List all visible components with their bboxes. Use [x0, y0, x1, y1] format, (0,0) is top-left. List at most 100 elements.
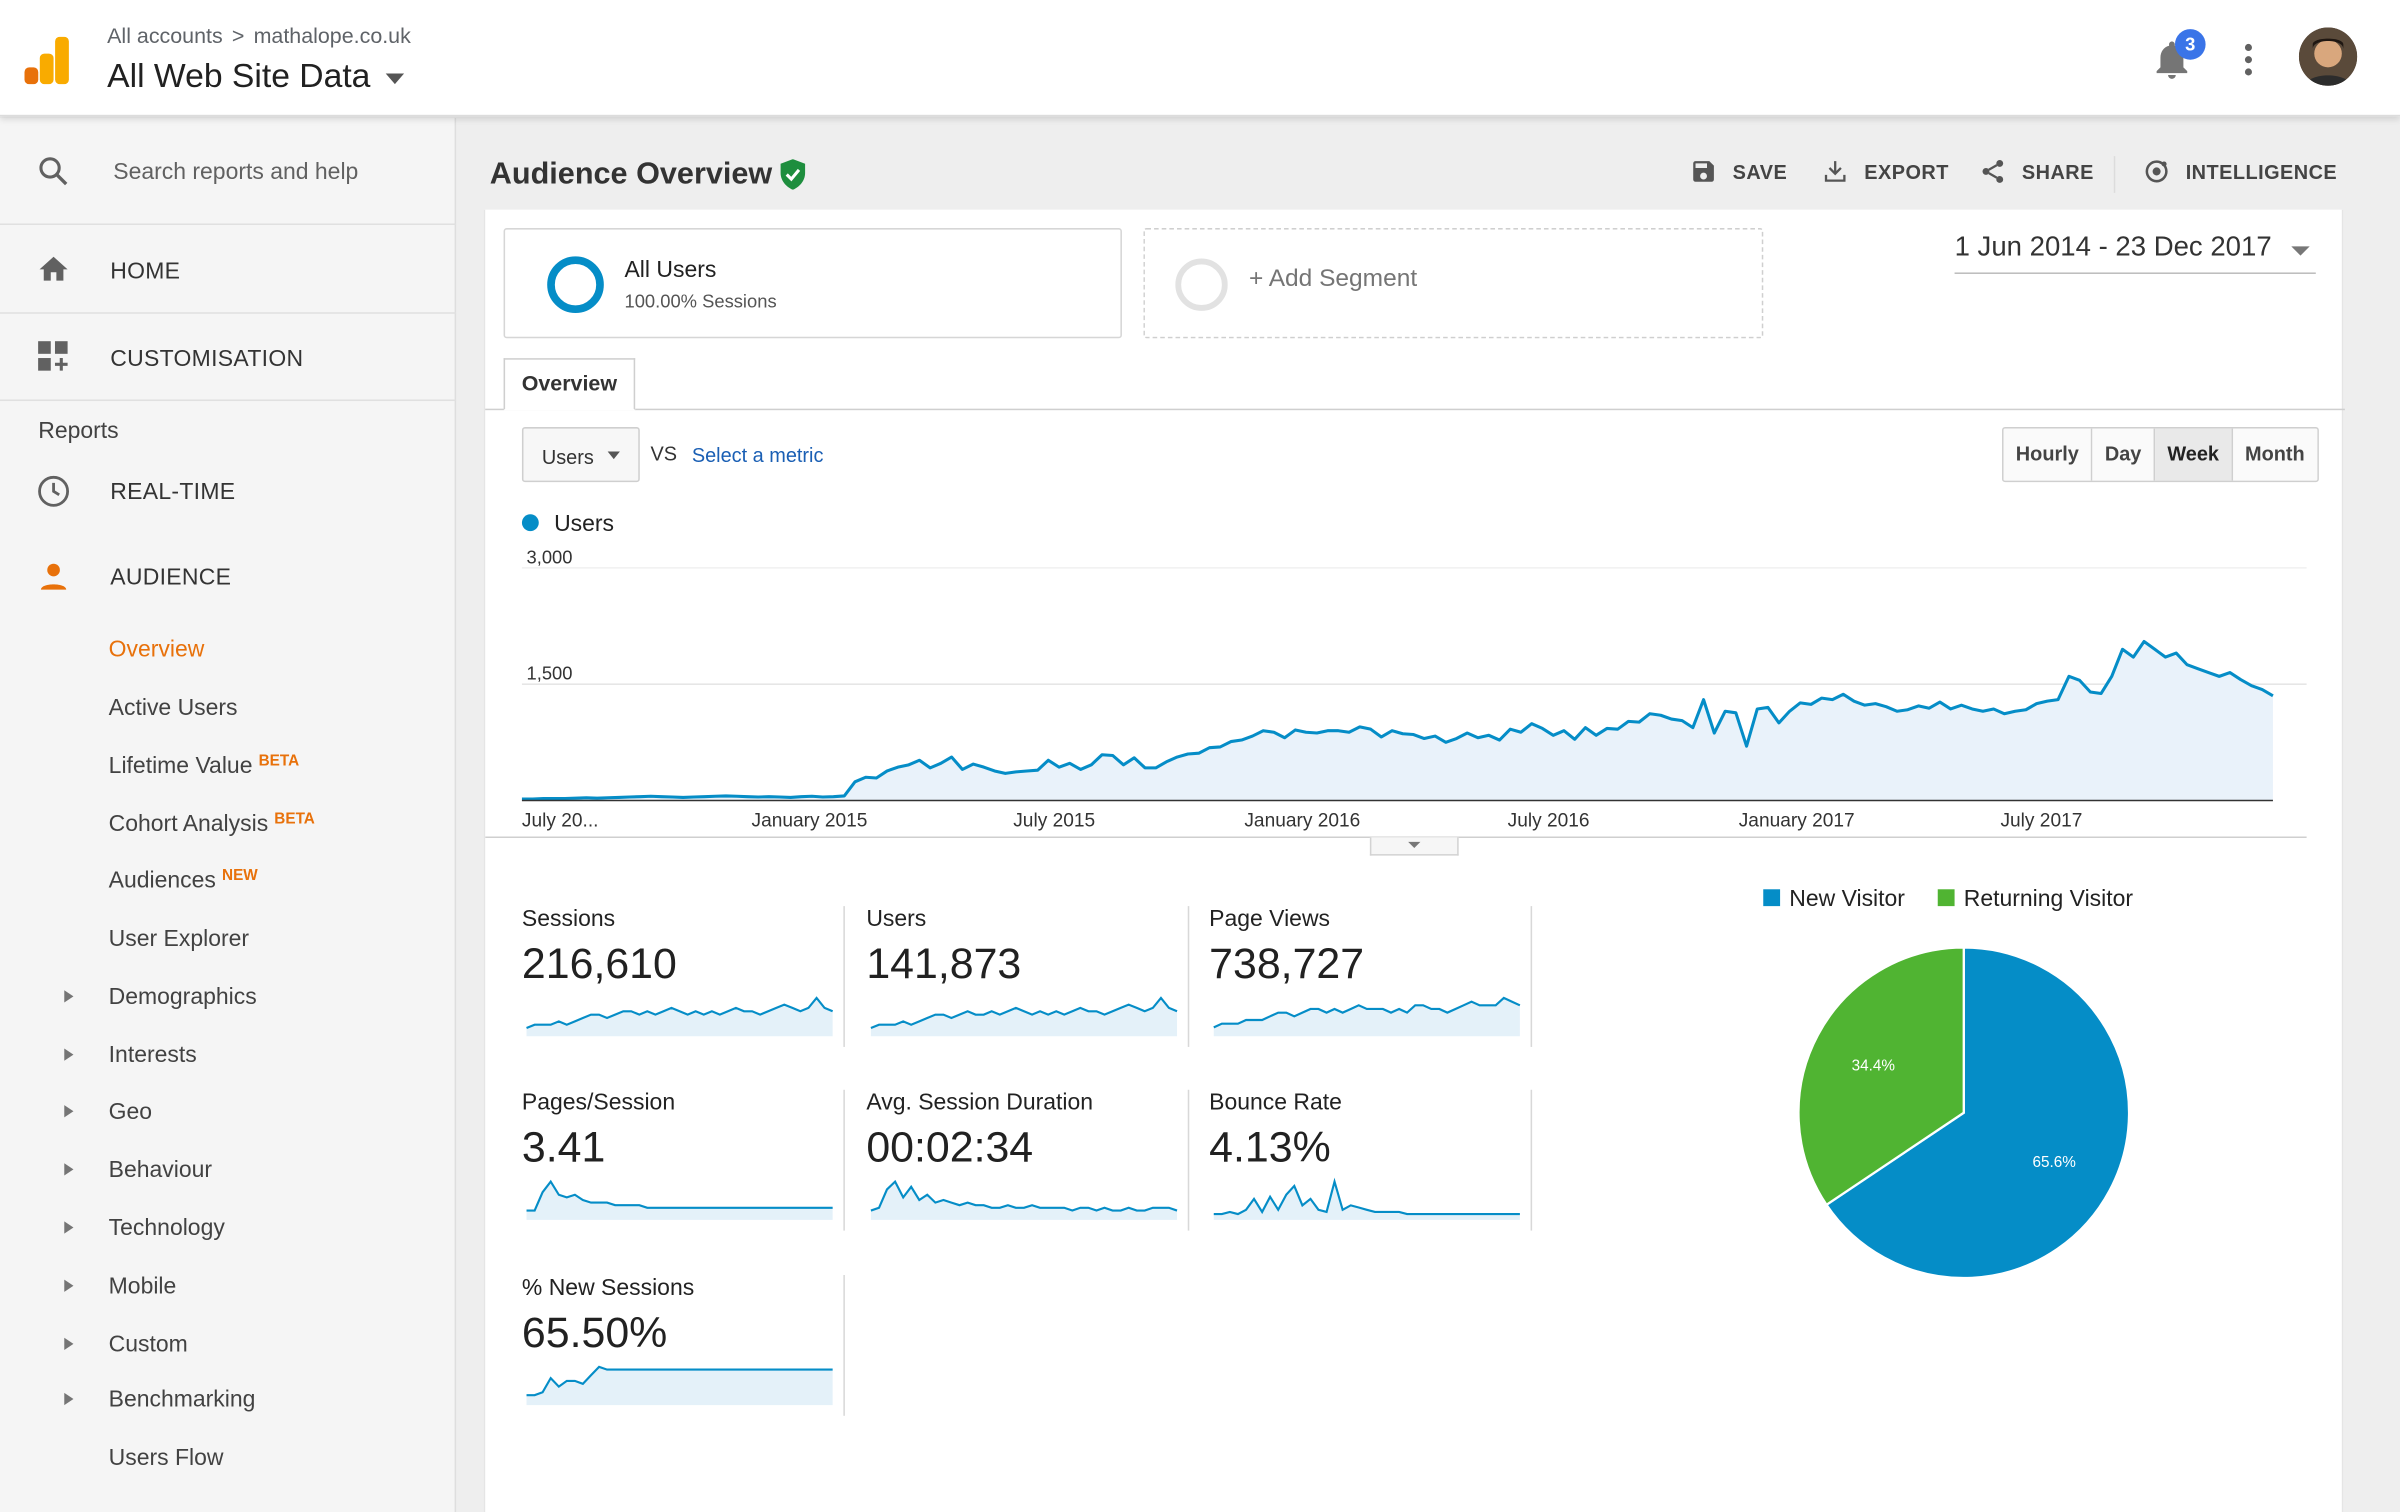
expand-triangle-icon[interactable]	[64, 1279, 74, 1292]
sparkline-area	[1213, 997, 1520, 1037]
save-button[interactable]: SAVE	[1693, 161, 1788, 184]
dashboard-add-icon	[38, 341, 68, 371]
nav-audience-label: AUDIENCE	[110, 564, 232, 591]
sidebar-item-user-explorer[interactable]: User Explorer	[109, 926, 249, 952]
export-label: EXPORT	[1864, 160, 1949, 184]
sidebar-item-lifetime-value[interactable]: Lifetime Value BETA	[109, 753, 299, 779]
main-content: Audience Overview SAVE EXPORT SHARE INTE…	[456, 118, 2400, 1512]
sidebar-item-audiences[interactable]: Audiences NEW	[109, 868, 258, 894]
sidebar-item-active-users[interactable]: Active Users	[109, 695, 238, 721]
sparkline-line	[526, 1365, 833, 1397]
search-box[interactable]: Search reports and help	[0, 118, 457, 225]
expand-triangle-icon[interactable]	[64, 1105, 74, 1118]
tab-bar	[485, 408, 2345, 411]
period-month-button[interactable]: Month	[2232, 428, 2317, 481]
sidebar-item-cohort-analysis[interactable]: Cohort Analysis BETA	[109, 811, 315, 837]
metric-dropdown[interactable]: Users	[521, 427, 640, 483]
nav-home[interactable]: HOME	[0, 227, 457, 314]
sidebar-item-label: User Explorer	[108, 926, 250, 953]
view-selector[interactable]: All Web Site Data	[107, 57, 405, 97]
users-line-chart[interactable]: 3,000 1,500 July 20... January 2015 July 201…	[485, 543, 2345, 849]
period-selector[interactable]: Hourly Day Week Month	[2002, 427, 2319, 483]
sidebar-item-geo[interactable]: Geo	[109, 1099, 152, 1125]
legend-returning-visitor: Returning Visitor	[1937, 886, 2133, 912]
user-avatar-icon	[2298, 27, 2358, 86]
sidebar-item-users-flow[interactable]: Users Flow	[109, 1445, 224, 1471]
add-segment-label: + Add Segment	[1248, 266, 1418, 293]
segment-all-users[interactable]: All Users 100.00% Sessions	[503, 228, 1122, 339]
sidebar-item-demographics[interactable]: Demographics	[109, 984, 257, 1010]
expand-triangle-icon[interactable]	[64, 990, 74, 1003]
expand-triangle-icon[interactable]	[64, 1221, 74, 1234]
nav-realtime-label: REAL-TIME	[110, 479, 236, 506]
y-tick-label: 1,500	[527, 663, 573, 684]
expand-triangle-icon[interactable]	[64, 1392, 74, 1406]
metric-tile-name: Users	[866, 906, 927, 933]
metric-tile[interactable]: Sessions 216,610	[522, 906, 865, 1090]
analytics-logo-icon[interactable]	[24, 36, 70, 86]
sidebar-item-custom[interactable]: Custom	[109, 1332, 188, 1358]
top-bar: All accounts > mathalope.co.uk All Web Sit…	[0, 0, 2400, 117]
vs-label: VS	[650, 442, 678, 466]
pie-slice-label: 34.4%	[1852, 1058, 1896, 1075]
expand-triangle-icon[interactable]	[64, 1163, 74, 1176]
period-day-button[interactable]: Day	[2092, 428, 2156, 481]
nav-customisation-label: CUSTOMISATION	[110, 345, 304, 372]
pie-slice[interactable]	[1824, 946, 2131, 1280]
intelligence-button[interactable]: INTELLIGENCE	[2145, 160, 2337, 184]
metric-tile[interactable]: Page Views 738,727	[1209, 906, 1552, 1090]
sidebar-item-benchmarking[interactable]: Benchmarking	[109, 1387, 256, 1413]
nav-realtime[interactable]: REAL-TIME	[0, 461, 456, 522]
metric-tile[interactable]: Users 141,873	[866, 906, 1209, 1090]
sidebar-item-label: Users Flow	[108, 1444, 224, 1471]
sidebar-item-overview[interactable]: Overview	[109, 637, 205, 663]
metric-tile[interactable]: Avg. Session Duration 00:02:34	[866, 1090, 1209, 1274]
search-input[interactable]: Search reports and help	[113, 159, 359, 186]
select-metric-link[interactable]: Select a metric	[691, 443, 824, 467]
more-options-icon[interactable]	[2238, 40, 2259, 80]
metric-tile-value: 4.13%	[1209, 1123, 1331, 1171]
breadcrumb[interactable]: All accounts > mathalope.co.uk	[107, 23, 411, 47]
chart-expand-handle[interactable]	[1369, 837, 1459, 856]
tab-overview[interactable]: Overview	[503, 358, 636, 411]
expand-triangle-icon[interactable]	[64, 1337, 74, 1350]
sidebar-item-technology[interactable]: Technology	[109, 1215, 225, 1241]
metric-tile-name: % New Sessions	[521, 1274, 695, 1302]
x-tick-label: January 2016	[1244, 811, 1360, 832]
period-hourly-button[interactable]: Hourly	[2003, 428, 2093, 481]
share-button[interactable]: SHARE	[1982, 159, 2094, 184]
sidebar-item-behaviour[interactable]: Behaviour	[109, 1157, 212, 1183]
notification-badge[interactable]: 3	[2174, 29, 2206, 60]
breadcrumb-property[interactable]: mathalope.co.uk	[253, 22, 411, 48]
export-button[interactable]: EXPORT	[1824, 160, 1949, 184]
date-range-label: 1 Jun 2014 - 23 Dec 2017	[1954, 231, 2272, 262]
sparkline-area	[526, 1366, 833, 1406]
metric-tile-name: Pages/Session	[521, 1089, 676, 1116]
visitor-type-pie-chart[interactable]: 65.6% 34.4%	[1792, 941, 2135, 1284]
chevron-down-icon	[385, 72, 405, 84]
segment-ring-icon	[547, 256, 604, 314]
metric-tile[interactable]: Bounce Rate 4.13%	[1209, 1090, 1552, 1274]
nav-audience[interactable]: AUDIENCE	[0, 546, 456, 607]
sidebar-item-mobile[interactable]: Mobile	[109, 1273, 177, 1299]
period-week-button[interactable]: Week	[2155, 428, 2233, 481]
chevron-down-icon	[607, 451, 620, 460]
expand-triangle-icon[interactable]	[64, 1048, 74, 1061]
sidebar-item-label: Active Users	[108, 694, 238, 721]
page-title: Audience Overview	[489, 157, 773, 192]
sidebar-item-label: Behaviour	[108, 1157, 213, 1184]
chart-legend: Users	[521, 511, 614, 537]
add-segment-button[interactable]: + Add Segment	[1143, 228, 1764, 339]
sidebar-item-interests[interactable]: Interests	[109, 1042, 197, 1068]
metric-tile[interactable]: Pages/Session 3.41	[522, 1090, 865, 1274]
date-range-picker[interactable]: 1 Jun 2014 - 23 Dec 2017	[1954, 231, 2316, 274]
pie-slice[interactable]	[1797, 946, 1965, 1207]
breadcrumb-separator: >	[231, 22, 245, 48]
nav-customisation[interactable]: CUSTOMISATION	[0, 314, 457, 402]
metric-tile[interactable]: % New Sessions 65.50%	[522, 1275, 865, 1459]
avatar[interactable]	[2298, 27, 2358, 86]
metric-tile-name: Page Views	[1209, 906, 1331, 933]
sidebar-item-label: Interests	[108, 1042, 197, 1069]
breadcrumb-accounts[interactable]: All accounts	[107, 22, 223, 48]
tile-separator	[1530, 906, 1533, 1047]
